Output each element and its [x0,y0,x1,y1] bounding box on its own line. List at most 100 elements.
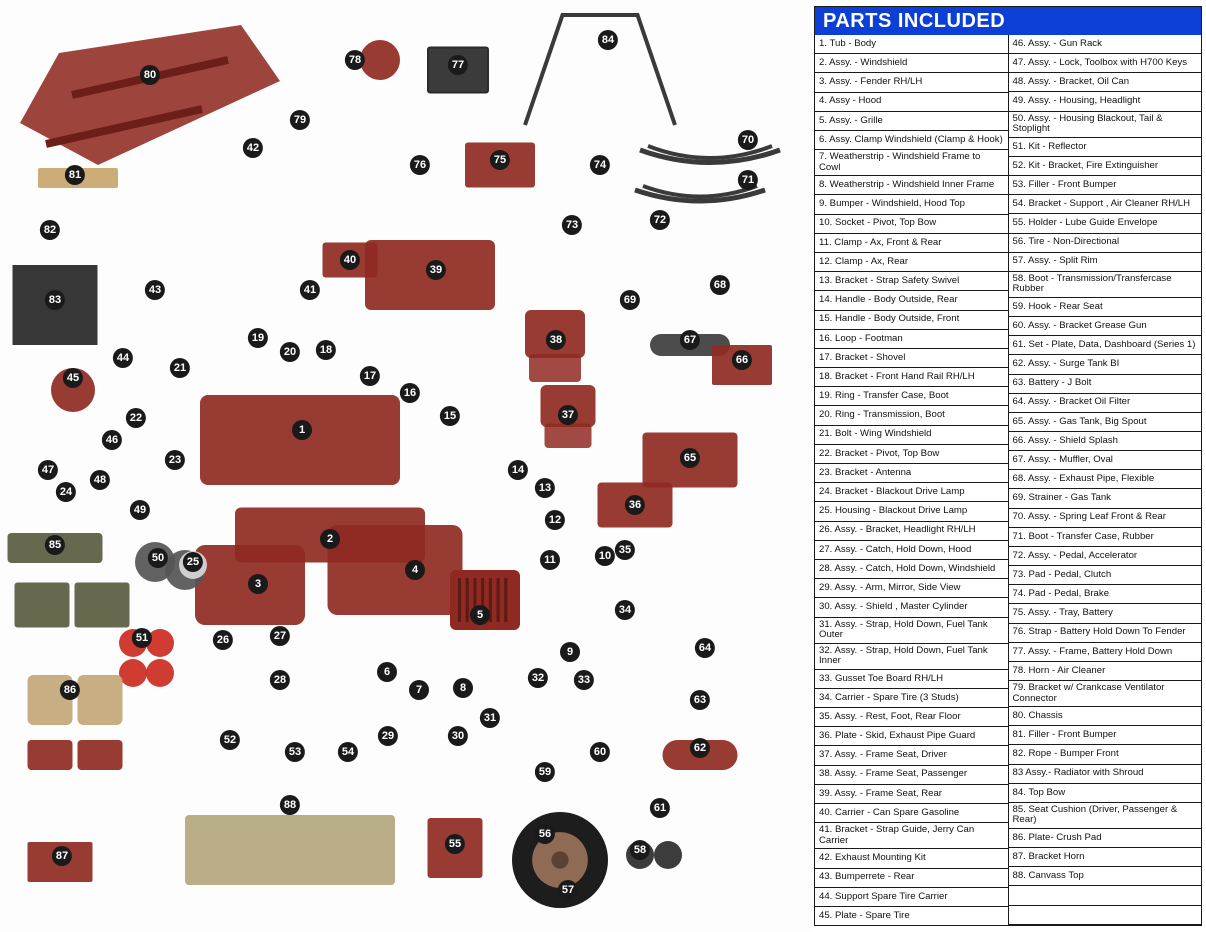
callout-1: 1 [292,420,312,440]
parts-row: 18. Bracket - Front Hand Rail RH/LH [815,368,1008,387]
parts-row: 61. Set - Plate, Data, Dashboard (Series… [1009,336,1202,355]
parts-row: 7. Weatherstrip - Windshield Frame to Co… [815,150,1008,176]
parts-row: 86. Plate- Crush Pad [1009,829,1202,848]
table-body: 1. Tub - Body2. Assy. - Windshield3. Ass… [815,35,1201,925]
parts-row: 44. Support Spare Tire Carrier [815,888,1008,907]
parts-row: 31. Assy. - Strap, Hold Down, Fuel Tank … [815,618,1008,644]
parts-row: 9. Bumper - Windshield, Hood Top [815,195,1008,214]
parts-row: 16. Loop - Footman [815,330,1008,349]
parts-row: 14. Handle - Body Outside, Rear [815,291,1008,310]
parts-row: 1. Tub - Body [815,35,1008,54]
parts-row: 76. Strap - Battery Hold Down To Fender [1009,624,1202,643]
parts-row: 67. Assy. - Muffler, Oval [1009,451,1202,470]
parts-row: 59. Hook - Rear Seat [1009,298,1202,317]
callout-6: 6 [377,662,397,682]
parts-row: 60. Assy. - Bracket Grease Gun [1009,317,1202,336]
callout-8: 8 [453,678,473,698]
parts-row: 63. Battery - J Bolt [1009,375,1202,394]
parts-row: 43. Bumperrete - Rear [815,869,1008,888]
exploded-diagram: 1234567891011121314151617181920212223242… [0,0,812,932]
parts-row: 28. Assy. - Catch, Hold Down, Windshield [815,560,1008,579]
parts-row: 26. Assy. - Bracket, Headlight RH/LH [815,522,1008,541]
parts-row: 66. Assy. - Shield Splash [1009,432,1202,451]
parts-row: 15. Handle - Body Outside, Front [815,311,1008,330]
parts-row: 49. Assy. - Housing, Headlight [1009,92,1202,111]
parts-row: 6. Assy. Clamp Windshield (Clamp & Hook) [815,131,1008,150]
parts-row: 84. Top Bow [1009,784,1202,803]
parts-row: 88. Canvass Top [1009,867,1202,886]
parts-row: 41. Bracket - Strap Guide, Jerry Can Car… [815,823,1008,849]
parts-row: 78. Horn - Air Cleaner [1009,662,1202,681]
parts-row: 11. Clamp - Ax, Front & Rear [815,234,1008,253]
table-header: PARTS INCLUDED [815,7,1201,35]
parts-row: 40. Carrier - Can Spare Gasoline [815,804,1008,823]
parts-row: 56. Tire - Non-Directional [1009,234,1202,253]
parts-row: 35. Assy. - Rest, Foot, Rear Floor [815,708,1008,727]
parts-row: 29. Assy. - Arm, Mirror, Side View [815,579,1008,598]
parts-row [1009,906,1202,925]
parts-row: 32. Assy. - Strap, Hold Down, Fuel Tank … [815,644,1008,670]
callout-9: 9 [560,642,580,662]
parts-row: 30. Assy. - Shield , Master Cylinder [815,598,1008,617]
parts-row: 62. Assy. - Surge Tank BI [1009,355,1202,374]
parts-row: 47. Assy. - Lock, Toolbox with H700 Keys [1009,54,1202,73]
parts-row: 74. Pad - Pedal, Brake [1009,585,1202,604]
parts-row: 25. Housing - Blackout Drive Lamp [815,502,1008,521]
parts-row: 80. Chassis [1009,707,1202,726]
parts-row [1009,886,1202,905]
parts-row: 24. Bracket - Blackout Drive Lamp [815,483,1008,502]
parts-row: 48. Assy. - Bracket, Oil Can [1009,73,1202,92]
parts-row: 36. Plate - Skid, Exhaust Pipe Guard [815,727,1008,746]
parts-row: 39. Assy. - Frame Seat, Rear [815,785,1008,804]
parts-row: 79. Bracket w/ Crankcase Ventilator Conn… [1009,681,1202,707]
parts-row: 5. Assy. - Grille [815,112,1008,131]
callout-5: 5 [470,605,490,625]
parts-row: 58. Boot - Transmission/Transfercase Rub… [1009,272,1202,298]
parts-row: 77. Assy. - Frame, Battery Hold Down [1009,643,1202,662]
callout-3: 3 [248,574,268,594]
parts-row: 12. Clamp - Ax, Rear [815,253,1008,272]
parts-row: 38. Assy. - Frame Seat, Passenger [815,766,1008,785]
parts-row: 27. Assy. - Catch, Hold Down, Hood [815,541,1008,560]
parts-row: 68. Assy. - Exhaust Pipe, Flexible [1009,470,1202,489]
parts-row: 45. Plate - Spare Tire [815,907,1008,925]
parts-row: 57. Assy. - Split Rim [1009,253,1202,272]
parts-row: 22. Bracket - Pivot, Top Bow [815,445,1008,464]
parts-row: 46. Assy. - Gun Rack [1009,35,1202,54]
parts-row: 33. Gusset Toe Board RH/LH [815,670,1008,689]
parts-row: 82. Rope - Bumper Front [1009,745,1202,764]
parts-row: 23. Bracket - Antenna [815,464,1008,483]
parts-row: 52. Kit - Bracket, Fire Extinguisher [1009,157,1202,176]
callout-11: 11 [540,550,560,570]
parts-row: 37. Assy. - Frame Seat, Driver [815,746,1008,765]
callout-4: 4 [405,560,425,580]
callout-2: 2 [320,529,340,549]
parts-row: 17. Bracket - Shovel [815,349,1008,368]
parts-row: 8. Weatherstrip - Windshield Inner Frame [815,176,1008,195]
parts-row: 83 Assy.- Radiator with Shroud [1009,765,1202,784]
parts-row: 70. Assy. - Spring Leaf Front & Rear [1009,509,1202,528]
table-col-1: 1. Tub - Body2. Assy. - Windshield3. Ass… [815,35,1008,925]
parts-row: 73. Pad - Pedal, Clutch [1009,566,1202,585]
parts-row: 64. Assy. - Bracket Oil Filter [1009,394,1202,413]
parts-row: 4. Assy - Hood [815,93,1008,112]
parts-row: 20. Ring - Transmission, Boot [815,406,1008,425]
parts-row: 21. Bolt - Wing Windshield [815,426,1008,445]
parts-row: 81. Filler - Front Bumper [1009,726,1202,745]
parts-row: 72. Assy. - Pedal, Accelerator [1009,547,1202,566]
parts-row: 65. Assy. - Gas Tank, Big Spout [1009,413,1202,432]
parts-row: 87. Bracket Horn [1009,848,1202,867]
parts-row: 3. Assy. - Fender RH/LH [815,73,1008,92]
parts-row: 55. Holder - Lube Guide Envelope [1009,214,1202,233]
parts-row: 51. Kit - Reflector [1009,138,1202,157]
parts-row: 13. Bracket - Strap Safety Swivel [815,272,1008,291]
parts-row: 2. Assy. - Windshield [815,54,1008,73]
parts-row: 85. Seat Cushion (Driver, Passenger & Re… [1009,803,1202,829]
parts-row: 19. Ring - Transfer Case, Boot [815,387,1008,406]
parts-row: 10. Socket - Pivot, Top Bow [815,215,1008,234]
parts-row: 50. Assy. - Housing Blackout, Tail & Sto… [1009,112,1202,138]
table-col-2: 46. Assy. - Gun Rack47. Assy. - Lock, To… [1008,35,1202,925]
parts-row: 54. Bracket - Support , Air Cleaner RH/L… [1009,195,1202,214]
parts-table: PARTS INCLUDED 1. Tub - Body2. Assy. - W… [814,6,1202,926]
parts-row: 75. Assy. - Tray, Battery [1009,604,1202,623]
